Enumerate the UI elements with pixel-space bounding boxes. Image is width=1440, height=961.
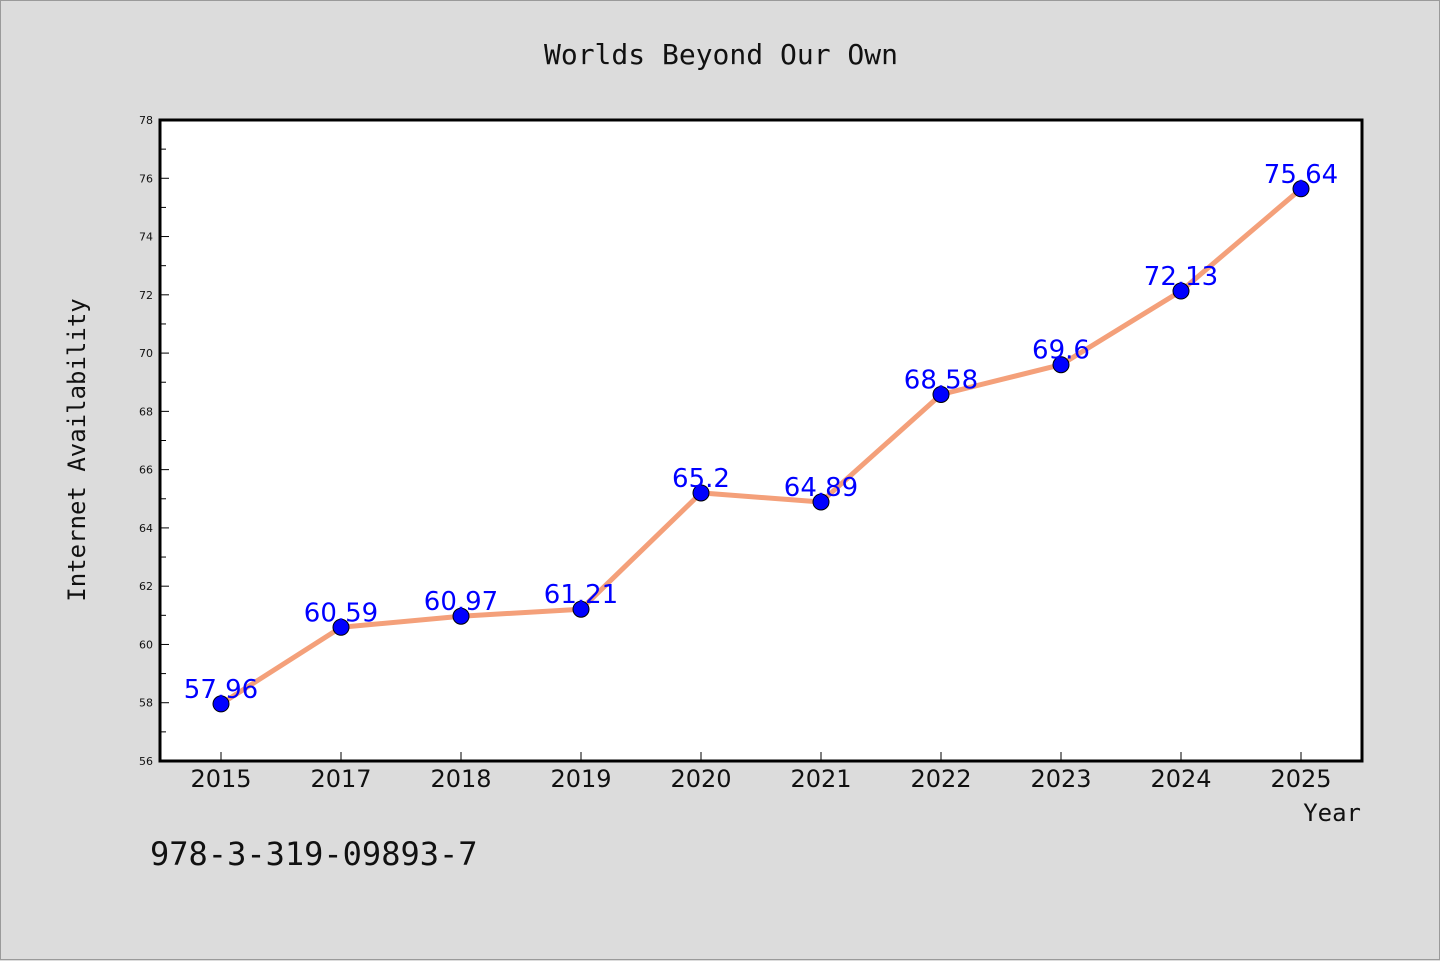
x-tick-label: 2018 [430,765,491,793]
x-tick-label: 2017 [310,765,371,793]
y-axis-label: Internet Availability [63,298,91,601]
data-label: 68.58 [904,365,978,395]
data-point [812,493,830,511]
data-label: 75.64 [1264,160,1338,190]
data-point [332,618,350,636]
y-tick-label: 70 [139,347,153,360]
data-label: 57.96 [184,675,258,705]
data-label: 65.2 [672,464,730,494]
x-tick-label: 2020 [670,765,731,793]
x-tick-label: 2024 [1150,765,1211,793]
data-point [932,385,950,403]
y-tick-label: 76 [139,172,153,185]
data-point [1292,180,1310,198]
y-tick-label: 56 [139,755,153,768]
x-axis: 2015 2017 2018 2019 2020 2021 2022 2023 2024 2025 [190,752,1332,793]
data-point [452,607,470,625]
x-tick-label: 2019 [550,765,611,793]
x-tick-label: 2022 [910,765,971,793]
data-label: 61.21 [544,580,618,610]
x-tick-label: 2021 [790,765,851,793]
y-tick-label: 68 [139,405,153,418]
chart-title: Worlds Beyond Our Own [544,38,898,71]
footer-code: 978-3-319-09893-7 [150,835,478,873]
data-label: 64.89 [784,473,858,503]
data-point [572,600,590,618]
y-tick-label: 72 [139,289,153,302]
y-tick-label: 62 [139,580,153,593]
y-tick-label: 60 [139,638,153,651]
series-layer: 57.96 60.59 60.97 61.21 65.2 64.89 68.58 69.6 72… [184,160,1338,713]
data-label: 60.59 [304,598,378,628]
y-axis: 56 58 60 62 64 66 68 70 72 74 76 78 [139,114,169,768]
y-tick-label: 78 [139,114,153,127]
y-tick-label: 64 [139,522,153,535]
x-tick-label: 2025 [1270,765,1331,793]
x-axis-label: Year [1303,799,1361,827]
data-label: 69.6 [1032,336,1090,366]
y-tick-label: 74 [139,231,153,244]
data-label: 60.97 [424,587,498,617]
data-point [1052,356,1070,374]
y-tick-label: 58 [139,697,153,710]
data-point [692,484,710,502]
y-tick-label: 66 [139,464,153,477]
x-tick-label: 2015 [190,765,251,793]
series-line [218,186,1304,707]
plot-area [158,118,1364,763]
data-point [1172,282,1190,300]
data-point [212,695,230,713]
data-label: 72.13 [1144,262,1218,292]
x-tick-label: 2023 [1030,765,1091,793]
